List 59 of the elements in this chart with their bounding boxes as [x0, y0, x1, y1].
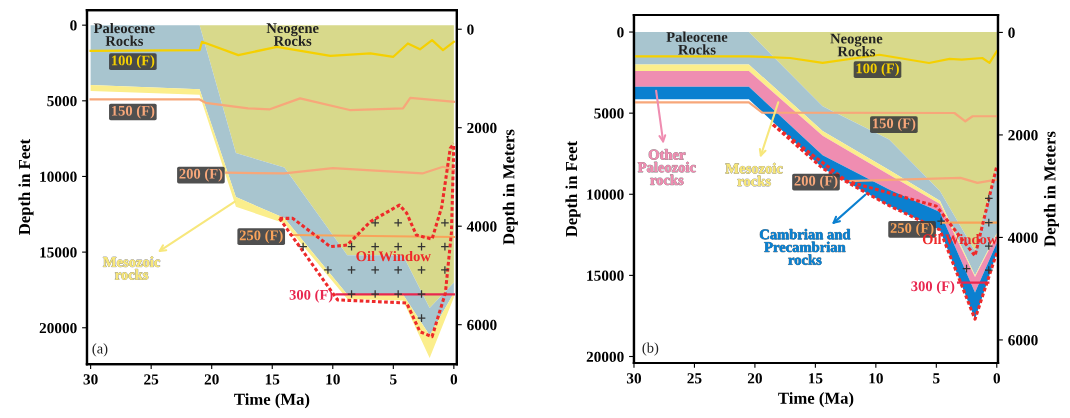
y2-axis-title: Depth in Meters: [1043, 131, 1059, 247]
annotation: Paleocene Rocks: [93, 22, 155, 46]
x-tick-label: 25: [687, 373, 702, 384]
series-label: 300 (F): [911, 280, 955, 295]
x-tick-label: 30: [83, 374, 98, 385]
x-tick-label: 20: [204, 374, 219, 385]
x-tick-label: 0: [993, 373, 1001, 384]
series-label: 100 (F): [856, 63, 899, 77]
y-tick-label: 0: [70, 20, 77, 31]
x-tick-label: 10: [326, 374, 340, 385]
annotation: Neogene Rocks: [830, 33, 883, 57]
y-tick-label: 10000: [587, 189, 624, 200]
y2-tick-label: 0: [1008, 27, 1015, 38]
y2-tick-label: 2000: [1008, 130, 1038, 141]
series-label: 200 (F): [794, 175, 838, 189]
y-tick-label: 20000: [586, 351, 624, 362]
series-label: 150 (F): [111, 105, 155, 119]
series-label: 150 (F): [872, 118, 916, 132]
annotation: Neogene Rocks: [266, 23, 319, 46]
y-tick-label: 0: [617, 27, 624, 38]
series-label: 250 (F): [890, 222, 934, 236]
annotation: (b): [642, 342, 659, 356]
series-label: 300 (F): [289, 289, 333, 303]
annotation: Paleocene Rocks: [666, 31, 728, 55]
x-tick-label: 10: [869, 373, 883, 384]
x-tick-label: 20: [747, 373, 762, 384]
x-tick-label: 15: [265, 374, 280, 385]
y-tick-label: 15000: [587, 270, 624, 281]
x-tick-label: 5: [390, 374, 397, 385]
x-axis-title: Time (Ma): [234, 393, 310, 409]
series-label: 200 (F): [179, 168, 223, 182]
annotation: Other Paleozoic rocks: [637, 149, 696, 185]
annotation: Mesozoic rocks: [103, 256, 160, 280]
y-axis-title: Depth in Feet: [565, 140, 581, 237]
y-tick-label: 5000: [47, 95, 77, 107]
y2-tick-label: 2000: [467, 122, 497, 134]
x-tick-label: 5: [933, 373, 940, 384]
series-label: 250 (F): [239, 230, 283, 244]
x-axis-title: Time (Ma): [778, 392, 854, 408]
x-tick-label: 0: [450, 374, 458, 385]
y-tick-label: 5000: [594, 108, 624, 119]
y2-tick-label: 6000: [1008, 335, 1038, 346]
y2-tick-label: 4000: [1007, 232, 1038, 243]
series-label: 100 (F): [111, 55, 155, 69]
annotation: Cambrian and Precambrian rocks: [760, 229, 851, 265]
x-tick-label: 15: [808, 373, 823, 384]
y2-tick-label: 6000: [467, 319, 497, 331]
annotation: Mesozoic rocks: [725, 163, 783, 187]
y2-tick-label: 0: [467, 24, 474, 35]
y2-axis-title: Depth in Meters: [502, 129, 518, 245]
series-label: Oil Window: [356, 250, 431, 262]
x-tick-label: 25: [144, 374, 159, 385]
y-tick-label: 10000: [40, 171, 77, 182]
y-tick-label: 15000: [40, 247, 77, 258]
x-tick-label: 30: [626, 373, 642, 384]
y2-tick-label: 4000: [466, 221, 497, 232]
annotation: (a): [92, 343, 108, 357]
y-axis-title: Depth in Feet: [18, 138, 34, 235]
y-tick-label: 20000: [39, 322, 77, 334]
